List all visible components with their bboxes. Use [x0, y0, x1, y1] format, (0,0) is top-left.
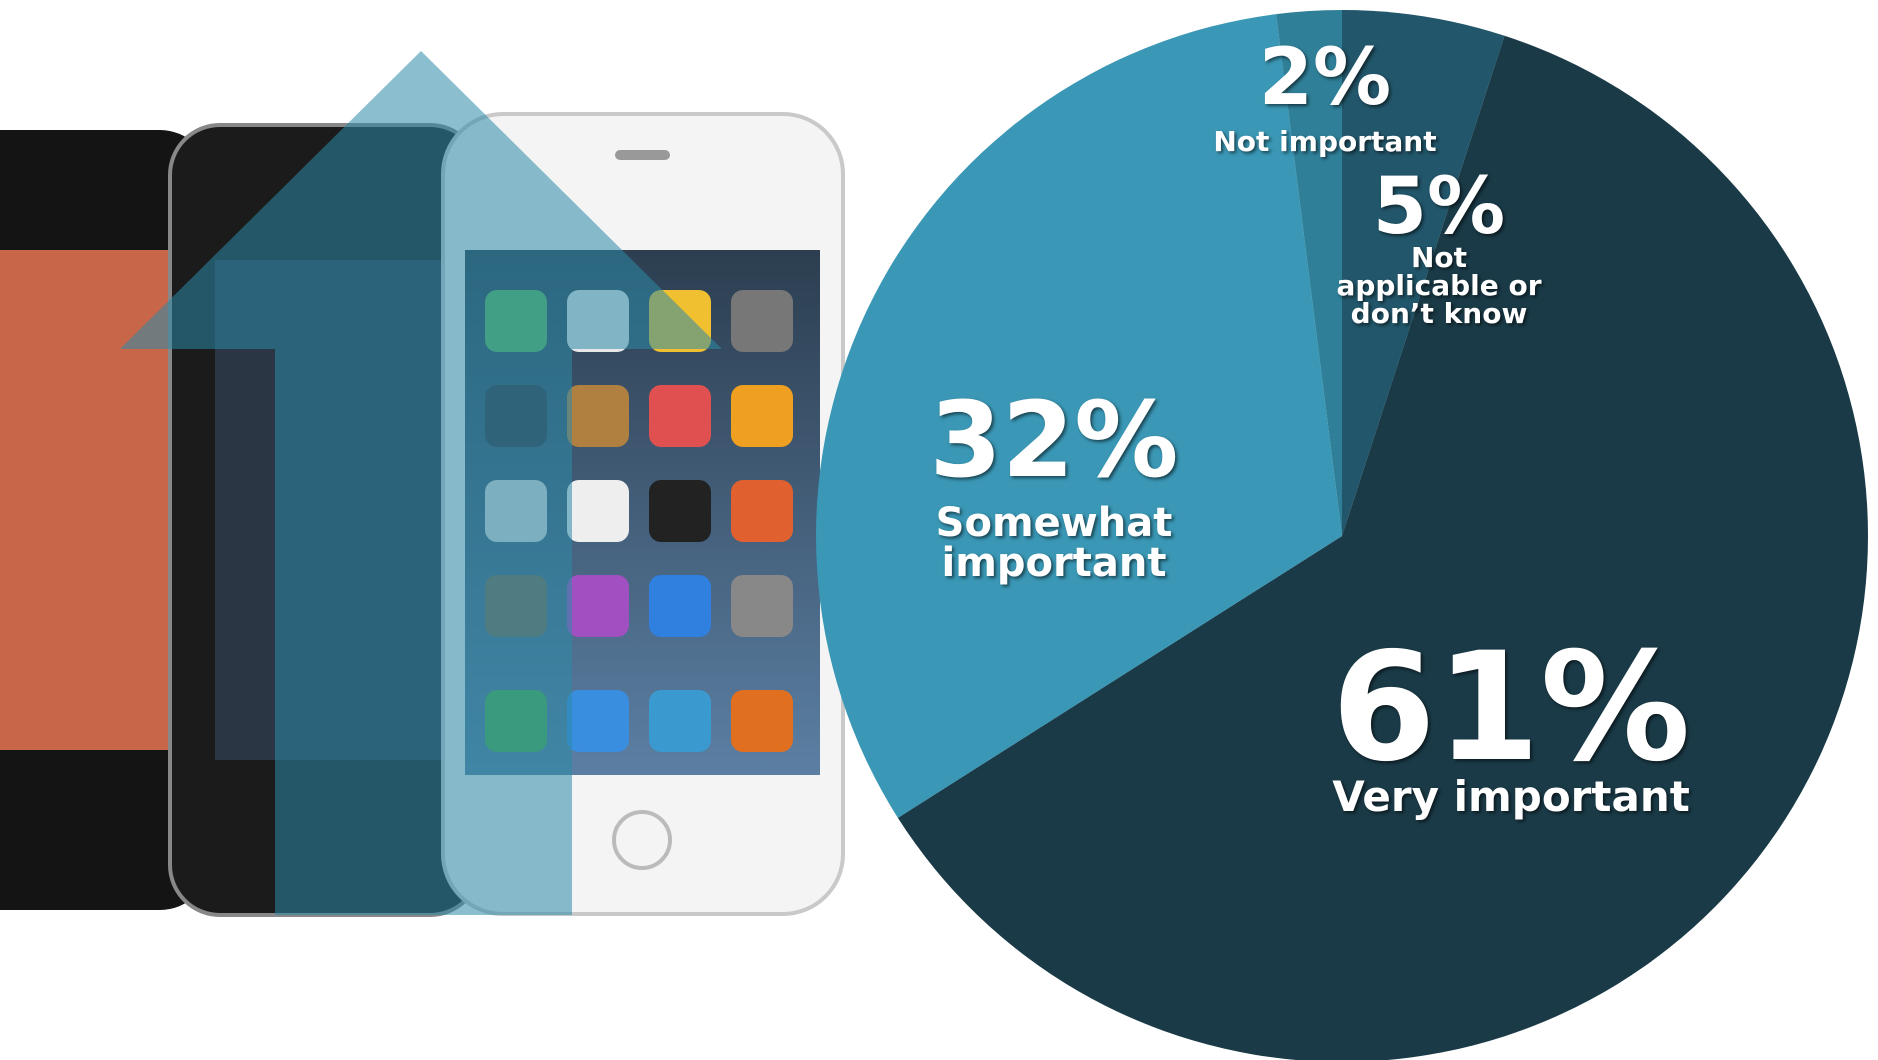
app-icon: [567, 690, 629, 752]
app-icon: [731, 480, 793, 542]
pie-slice: [815, 14, 1342, 818]
value-label: 2%: [1258, 33, 1392, 123]
app-icon: [649, 575, 711, 637]
app-icon: [731, 385, 793, 447]
category-label: Not applicable or don’t know: [1336, 241, 1542, 330]
app-icon: [567, 480, 629, 542]
app-icon: [567, 575, 629, 637]
value-label: 5%: [1372, 162, 1506, 252]
app-icon: [731, 290, 793, 352]
app-icon: [649, 480, 711, 542]
value-label: 32%: [929, 379, 1179, 501]
app-icon: [649, 690, 711, 752]
app-icon: [731, 575, 793, 637]
app-icon: [731, 690, 793, 752]
value-label: 61%: [1331, 621, 1691, 795]
phone-illustration: [0, 51, 845, 917]
pie-slice: [897, 35, 1868, 1060]
app-icon: [567, 385, 629, 447]
category-label: Not important: [1213, 125, 1437, 158]
pie-slice: [1342, 10, 1505, 536]
pie-slice: [1276, 10, 1342, 536]
app-icon: [649, 385, 711, 447]
category-label: Somewhat important: [935, 500, 1173, 586]
category-label: Very important: [1332, 772, 1690, 821]
